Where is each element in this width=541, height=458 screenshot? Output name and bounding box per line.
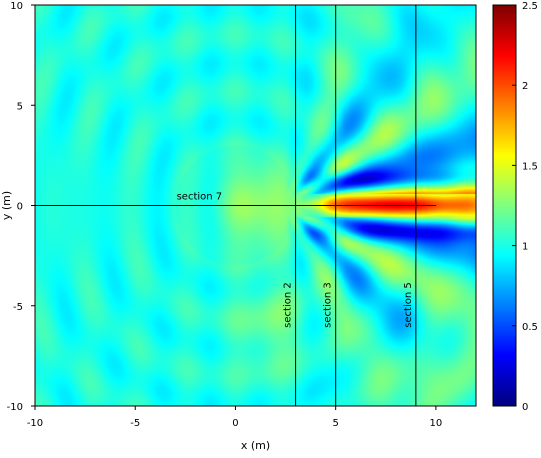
colorbar-tick-label: 2 [522, 81, 528, 92]
colorbar-frame [492, 4, 517, 407]
section-label-3: section 5 [403, 282, 414, 328]
section-label-1: section 2 [283, 282, 294, 328]
y-tick-label: -5 [13, 302, 23, 313]
x-axis-label: x (m) [241, 439, 270, 452]
section-label-2: section 3 [323, 282, 334, 328]
x-tick-label: 5 [332, 418, 338, 429]
colorbar: 0 0.5 1 1.5 2 2.5 [492, 1, 538, 413]
section-lines: section 2 section 3 section 5 section 7 [35, 5, 436, 406]
y-axis-label: y (m) [0, 191, 13, 220]
section-hlabel-1: section 7 [177, 192, 223, 203]
colorbar-tick-label: 0.5 [522, 322, 538, 333]
colorbar-tick-label: 0 [522, 402, 528, 413]
x-axis: -10 -5 0 5 10 [27, 406, 442, 429]
x-tick-label: 10 [430, 418, 443, 429]
y-tick-label: 5 [17, 101, 23, 112]
y-tick-label: 0 [17, 202, 23, 213]
colorbar-gradient [493, 5, 516, 406]
x-tick-label: -10 [27, 418, 43, 429]
colorbar-tick-label: 2.5 [522, 1, 538, 12]
y-tick-label: -10 [7, 402, 23, 413]
colorbar-tick-label: 1.5 [522, 161, 538, 172]
colorbar-tick-label: 1 [522, 242, 528, 253]
x-tick-label: -5 [130, 418, 140, 429]
y-tick-label: 10 [10, 1, 23, 12]
y-axis: -10 -5 0 5 10 [7, 1, 35, 413]
x-tick-label: 0 [232, 418, 238, 429]
colorbar-ticks: 0 0.5 1 1.5 2 2.5 [512, 1, 538, 413]
